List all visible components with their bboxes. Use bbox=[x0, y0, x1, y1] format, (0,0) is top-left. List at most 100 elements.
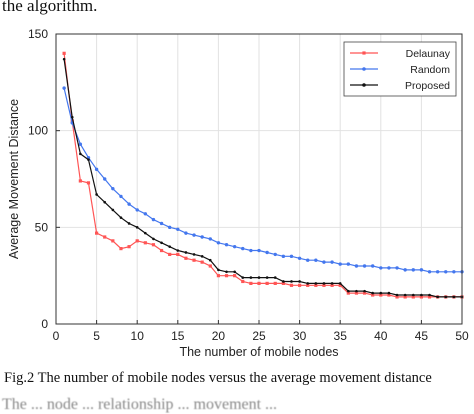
data-point bbox=[346, 262, 351, 266]
legend: Delaunay Random Proposed bbox=[343, 41, 457, 97]
x-tick-label: 25 bbox=[252, 329, 266, 343]
data-point bbox=[322, 283, 326, 287]
data-point bbox=[273, 276, 277, 279]
data-point bbox=[127, 202, 131, 206]
data-point bbox=[314, 258, 318, 262]
data-point bbox=[176, 227, 180, 231]
data-point bbox=[151, 217, 156, 222]
data-point bbox=[371, 291, 374, 295]
data-point bbox=[103, 177, 107, 181]
legend-label: Proposed bbox=[405, 80, 450, 92]
legend-marker bbox=[362, 51, 366, 55]
data-point bbox=[265, 250, 269, 255]
data-point bbox=[370, 264, 375, 268]
data-point bbox=[119, 216, 123, 219]
preceding-text: the algorithm. bbox=[2, 0, 98, 15]
data-point bbox=[70, 115, 74, 119]
data-point bbox=[62, 86, 66, 90]
data-point bbox=[322, 282, 326, 285]
data-point bbox=[95, 193, 98, 196]
data-point bbox=[289, 254, 294, 259]
series-group bbox=[62, 51, 464, 299]
data-point bbox=[208, 258, 212, 262]
data-point bbox=[419, 268, 424, 272]
data-point bbox=[94, 167, 99, 172]
data-point bbox=[427, 270, 432, 274]
legend-item-proposed: Proposed bbox=[350, 80, 450, 92]
x-tick-label: 0 bbox=[53, 329, 60, 343]
series-delaunay bbox=[62, 51, 464, 299]
data-point bbox=[192, 233, 196, 237]
data-point bbox=[427, 295, 432, 299]
data-point bbox=[435, 270, 440, 274]
data-point bbox=[452, 270, 456, 274]
data-point bbox=[184, 256, 188, 260]
figure-caption: Fig.2 The number of mobile nodes versus … bbox=[4, 370, 432, 386]
data-point bbox=[257, 281, 261, 285]
data-point bbox=[395, 293, 399, 297]
data-point bbox=[419, 295, 423, 299]
data-point bbox=[306, 258, 310, 262]
data-point bbox=[322, 260, 326, 264]
data-point bbox=[224, 243, 229, 247]
data-point bbox=[257, 276, 261, 279]
data-point bbox=[78, 142, 83, 146]
data-point bbox=[167, 225, 172, 230]
data-point bbox=[135, 226, 139, 229]
data-point bbox=[395, 266, 399, 270]
data-point bbox=[103, 235, 107, 239]
data-point bbox=[379, 291, 383, 295]
series-line-proposed bbox=[63, 59, 462, 298]
data-point bbox=[159, 248, 164, 253]
x-tick-label: 45 bbox=[415, 329, 429, 343]
data-point bbox=[306, 282, 310, 285]
data-point bbox=[249, 281, 253, 285]
data-point bbox=[111, 208, 115, 212]
x-tick-label: 20 bbox=[212, 329, 226, 343]
data-point bbox=[387, 266, 391, 270]
data-point bbox=[265, 281, 269, 285]
y-tick-label: 50 bbox=[35, 220, 49, 234]
data-point bbox=[281, 254, 286, 259]
data-point bbox=[184, 251, 188, 254]
x-tick-label: 35 bbox=[334, 329, 348, 343]
data-point bbox=[411, 295, 415, 299]
x-tick-label: 50 bbox=[455, 329, 469, 343]
data-point bbox=[330, 282, 334, 285]
data-point bbox=[184, 231, 188, 235]
data-point bbox=[346, 291, 350, 295]
series-proposed bbox=[62, 57, 464, 299]
data-point bbox=[444, 270, 448, 274]
data-point bbox=[452, 295, 456, 299]
data-point bbox=[233, 270, 236, 274]
data-point bbox=[273, 281, 277, 285]
data-point bbox=[200, 255, 204, 258]
data-point bbox=[225, 270, 228, 274]
data-point bbox=[159, 221, 164, 226]
legend-marker bbox=[362, 67, 366, 71]
tick-labels: 0 5 10 15 20 25 30 35 40 45 50 0 50 100 150 bbox=[28, 27, 469, 343]
data-point bbox=[314, 282, 318, 285]
data-point bbox=[62, 51, 66, 55]
data-point bbox=[135, 239, 139, 243]
data-point bbox=[362, 291, 367, 295]
data-point bbox=[127, 222, 131, 225]
data-point bbox=[354, 291, 359, 295]
data-point bbox=[355, 289, 358, 293]
data-point bbox=[387, 293, 391, 297]
x-tick-label: 40 bbox=[374, 329, 388, 343]
data-point bbox=[282, 280, 285, 283]
data-point bbox=[371, 293, 375, 297]
data-point bbox=[241, 276, 245, 279]
data-point bbox=[111, 239, 115, 243]
data-point bbox=[411, 268, 415, 272]
legend-item-random: Random bbox=[350, 64, 450, 76]
data-point bbox=[208, 237, 212, 241]
data-point bbox=[444, 295, 448, 299]
series-random bbox=[62, 86, 464, 274]
data-point bbox=[216, 274, 220, 278]
data-point bbox=[111, 186, 115, 191]
data-point bbox=[298, 280, 301, 283]
data-point bbox=[338, 282, 342, 285]
data-point bbox=[144, 231, 147, 235]
